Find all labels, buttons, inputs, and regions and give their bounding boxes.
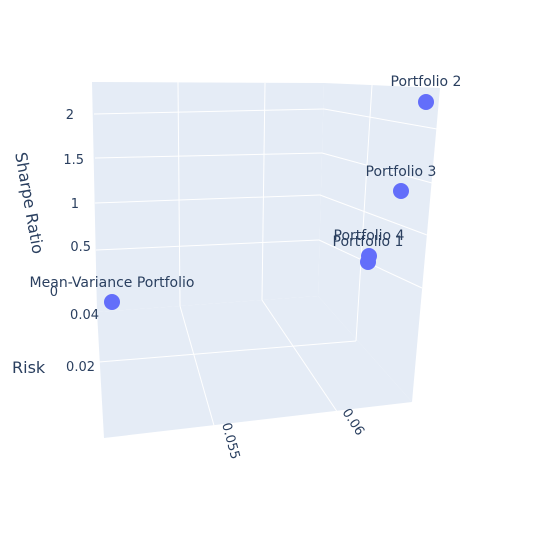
z-tick-label: 1.5	[63, 153, 84, 168]
back-wall-pane	[92, 82, 324, 312]
z-tick-label: 1	[71, 197, 79, 212]
z-tick-label: 0.5	[70, 240, 91, 255]
right-wall-pane	[318, 83, 440, 402]
z-axis-title: Sharpe Ratio	[11, 151, 48, 256]
data-point-marker	[393, 183, 409, 199]
y-axis-title: Risk	[12, 358, 46, 377]
data-point-label: Portfolio 4	[334, 228, 405, 244]
point-mean-variance: Mean-Variance Portfolio	[30, 275, 195, 310]
data-point-label: Portfolio 2	[391, 74, 462, 90]
data-point-label: Portfolio 3	[366, 164, 437, 180]
floor-pane	[97, 296, 412, 438]
x-tick-label: 0.06	[339, 406, 367, 438]
y-tick-label: 0.04	[70, 308, 99, 323]
floor-grid	[98, 299, 357, 430]
z-tick-label: 2	[66, 108, 74, 123]
data-point-label: Portfolio 1	[333, 234, 404, 250]
back-wall-grid	[93, 81, 325, 307]
point-portfolio-2: Portfolio 2	[391, 74, 462, 110]
data-point-marker	[418, 94, 434, 110]
point-portfolio-4: Portfolio 4	[334, 228, 405, 264]
point-portfolio-3: Portfolio 3	[366, 164, 437, 199]
right-wall-grid	[318, 84, 438, 342]
data-point-marker	[104, 294, 120, 310]
data-point-label: Mean-Variance Portfolio	[30, 275, 195, 291]
z-axis-ticks: 2 1.5 1 0.5 0	[50, 108, 91, 300]
data-point-marker	[361, 248, 377, 264]
x-tick-label: 0.055	[218, 421, 242, 461]
y-axis-ticks: 0.04 0.02	[66, 308, 99, 375]
y-tick-label: 0.02	[66, 360, 95, 375]
z-tick-label: 0	[50, 285, 58, 300]
